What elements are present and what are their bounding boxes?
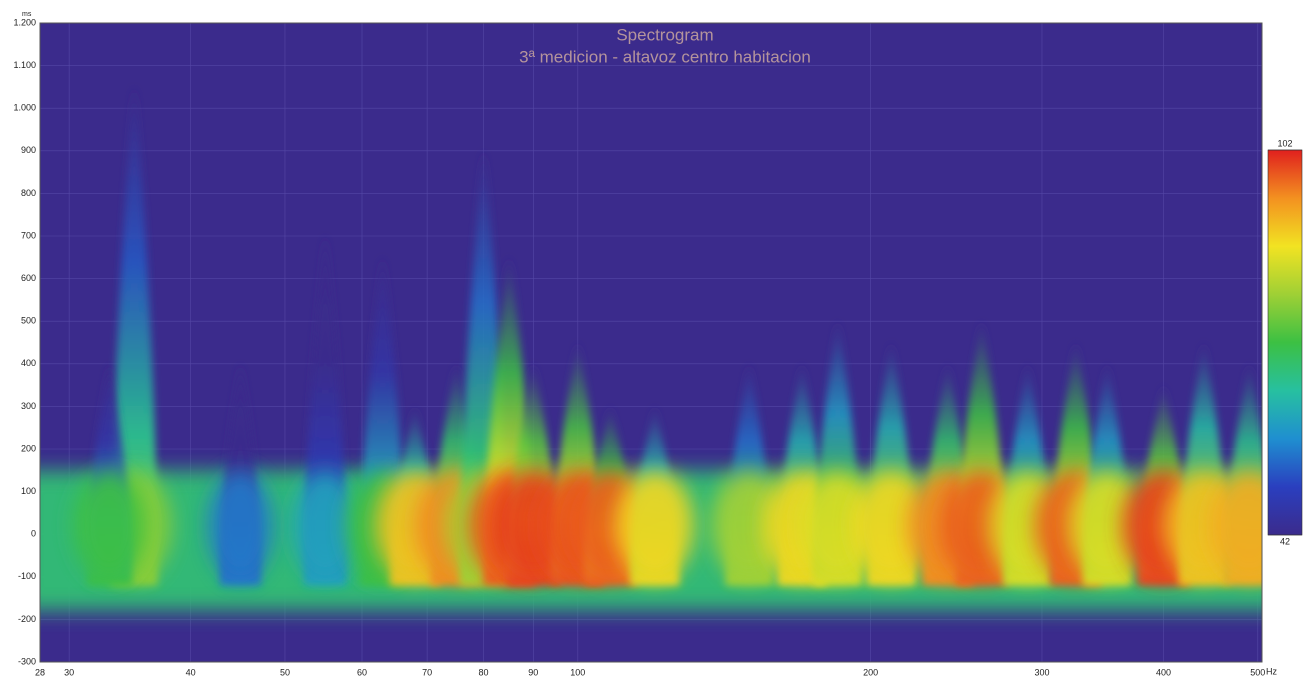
colorbar	[1268, 150, 1302, 535]
y-tick-label: 700	[21, 230, 36, 240]
y-tick-label: 100	[21, 486, 36, 496]
y-tick-label: 300	[21, 401, 36, 411]
x-tick-label: 400	[1156, 667, 1171, 677]
x-tick-label: 40	[186, 667, 196, 677]
colorbar-label: 102	[1277, 138, 1292, 148]
y-tick-label: 800	[21, 188, 36, 198]
y-tick-label: 1.000	[13, 103, 36, 113]
x-tick-label: 50	[280, 667, 290, 677]
chart-title: Spectrogram	[616, 25, 713, 44]
y-tick-label: 200	[21, 443, 36, 453]
x-tick-label: 30	[64, 667, 74, 677]
y-tick-label: 1.200	[13, 17, 36, 27]
x-unit: Hz	[1266, 666, 1277, 676]
ridge-core	[616, 471, 695, 581]
x-tick-label: 300	[1034, 667, 1049, 677]
x-tick-label: 90	[528, 667, 538, 677]
x-tick-label: 100	[570, 667, 585, 677]
x-tick-label: 70	[422, 667, 432, 677]
y-tick-label: 900	[21, 145, 36, 155]
ridge-core	[73, 471, 145, 581]
x-tick-label: 28	[35, 667, 45, 677]
x-tick-label: 60	[357, 667, 367, 677]
x-tick-label: 200	[863, 667, 878, 677]
y-tick-label: 600	[21, 273, 36, 283]
y-tick-label: -300	[18, 656, 36, 666]
y-tick-label: 1.100	[13, 60, 36, 70]
y-tick-label: -200	[18, 614, 36, 624]
y-tick-label: -100	[18, 571, 36, 581]
y-tick-label: 400	[21, 358, 36, 368]
y-tick-label: 0	[31, 529, 36, 539]
x-tick-label: 80	[479, 667, 489, 677]
chart-subtitle: 3ª medicion - altavoz centro habitacion	[519, 47, 811, 66]
ridge-core	[207, 471, 273, 581]
colorbar-label: 42	[1280, 536, 1290, 546]
x-tick-label: 500	[1250, 667, 1265, 677]
y-tick-label: 500	[21, 316, 36, 326]
chart: Spectrogram 3ª medicion - altavoz centro…	[0, 0, 1308, 679]
